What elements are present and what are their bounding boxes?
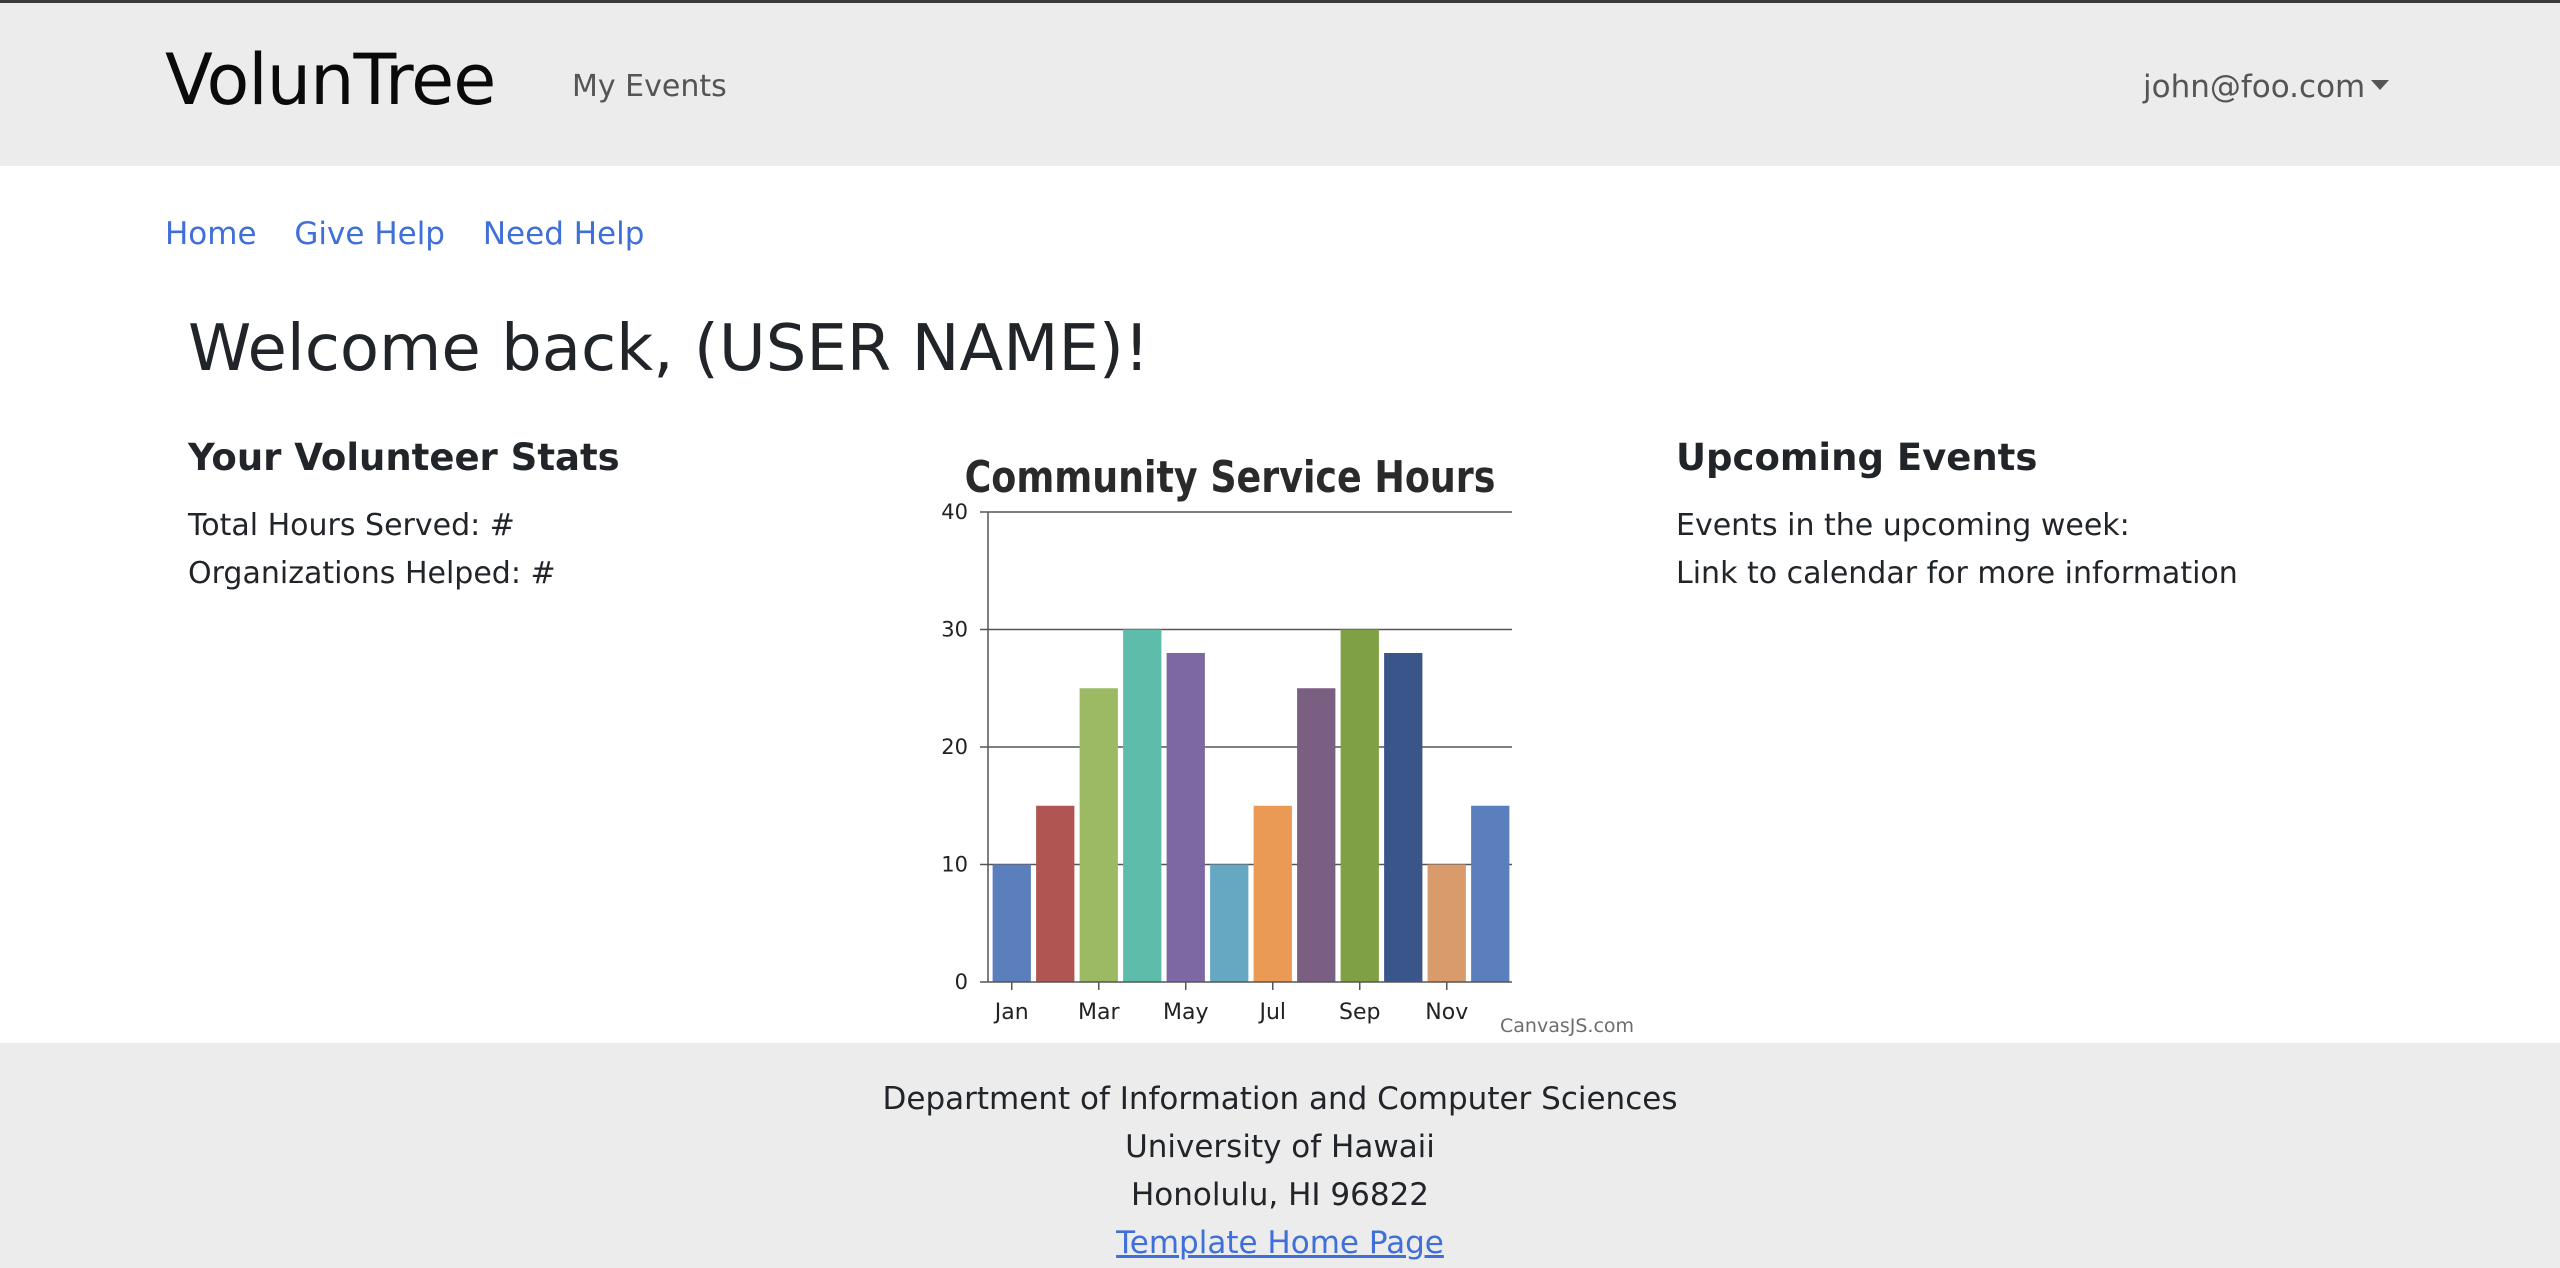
events-list: Events in the upcoming week: Link to cal… bbox=[1676, 502, 2238, 598]
subnav-give-help[interactable]: Give Help bbox=[294, 216, 445, 252]
x-tick-label: Sep bbox=[1339, 1000, 1380, 1025]
total-hours: Total Hours Served: # bbox=[188, 508, 515, 543]
x-tick-label: May bbox=[1163, 1000, 1208, 1025]
subnav-home[interactable]: Home bbox=[165, 216, 257, 252]
nav-my-events[interactable]: My Events bbox=[572, 69, 727, 104]
welcome-heading: Welcome back, (USER NAME)! bbox=[188, 312, 1150, 386]
bar-dec bbox=[1471, 805, 1510, 982]
sub-navigation: Home Give Help Need Help bbox=[165, 216, 672, 252]
bar-jun bbox=[1210, 864, 1249, 982]
caret-down-icon bbox=[2371, 79, 2390, 90]
bar-nov bbox=[1427, 864, 1466, 982]
orgs-helped: Organizations Helped: # bbox=[188, 556, 556, 591]
stats-list: Total Hours Served: # Organizations Help… bbox=[188, 502, 556, 598]
footer-address: Honolulu, HI 96822 bbox=[1130, 1177, 1430, 1213]
x-tick-label: Mar bbox=[1078, 1000, 1120, 1025]
footer-template-link[interactable]: Template Home Page bbox=[1116, 1225, 1444, 1261]
y-tick-label: 0 bbox=[955, 970, 968, 994]
bar-jan bbox=[992, 864, 1031, 982]
bar-aug bbox=[1297, 688, 1336, 982]
x-tick-label: Jul bbox=[1257, 1000, 1286, 1025]
x-tick-label: Jan bbox=[993, 1000, 1029, 1025]
subnav-need-help[interactable]: Need Help bbox=[482, 216, 645, 252]
top-border bbox=[0, 0, 2560, 3]
chart-credit[interactable]: CanvasJS.com bbox=[1500, 1015, 1635, 1037]
bar-may bbox=[1166, 653, 1205, 982]
service-hours-chart: Community Service Hours 0 10 20 30 40 Jan Mar Ma… bbox=[900, 440, 1640, 1040]
navbar: VolunTree My Events john@foo.com bbox=[0, 3, 2560, 166]
chart-title: Community Service Hours bbox=[965, 451, 1496, 502]
chart-svg: Community Service Hours 0 10 20 30 40 Jan Mar Ma… bbox=[941, 451, 1512, 1025]
stats-title: Your Volunteer Stats bbox=[188, 436, 620, 479]
y-tick-label: 10 bbox=[941, 853, 968, 877]
footer: Department of Information and Computer S… bbox=[0, 1043, 2560, 1268]
y-tick-label: 20 bbox=[941, 735, 968, 759]
bar-feb bbox=[1036, 805, 1075, 982]
brand-logo[interactable]: VolunTree bbox=[165, 39, 496, 121]
bar-apr bbox=[1123, 629, 1162, 982]
y-tick-label: 40 bbox=[941, 500, 968, 524]
events-title: Upcoming Events bbox=[1676, 436, 2038, 479]
y-tick-label: 30 bbox=[941, 618, 968, 642]
footer-university: University of Hawaii bbox=[1125, 1129, 1435, 1165]
events-calendar-link: Link to calendar for more information bbox=[1676, 556, 2238, 591]
bar-mar bbox=[1079, 688, 1118, 982]
bar-sep bbox=[1340, 629, 1379, 982]
footer-department: Department of Information and Computer S… bbox=[882, 1081, 1678, 1117]
bar-jul bbox=[1253, 805, 1292, 982]
x-tick-label: Nov bbox=[1425, 1000, 1468, 1025]
events-upcoming-week: Events in the upcoming week: bbox=[1676, 508, 2130, 543]
bar-oct bbox=[1384, 653, 1423, 982]
user-email: john@foo.com bbox=[2143, 69, 2366, 105]
user-dropdown[interactable]: john@foo.com bbox=[2143, 69, 2390, 105]
